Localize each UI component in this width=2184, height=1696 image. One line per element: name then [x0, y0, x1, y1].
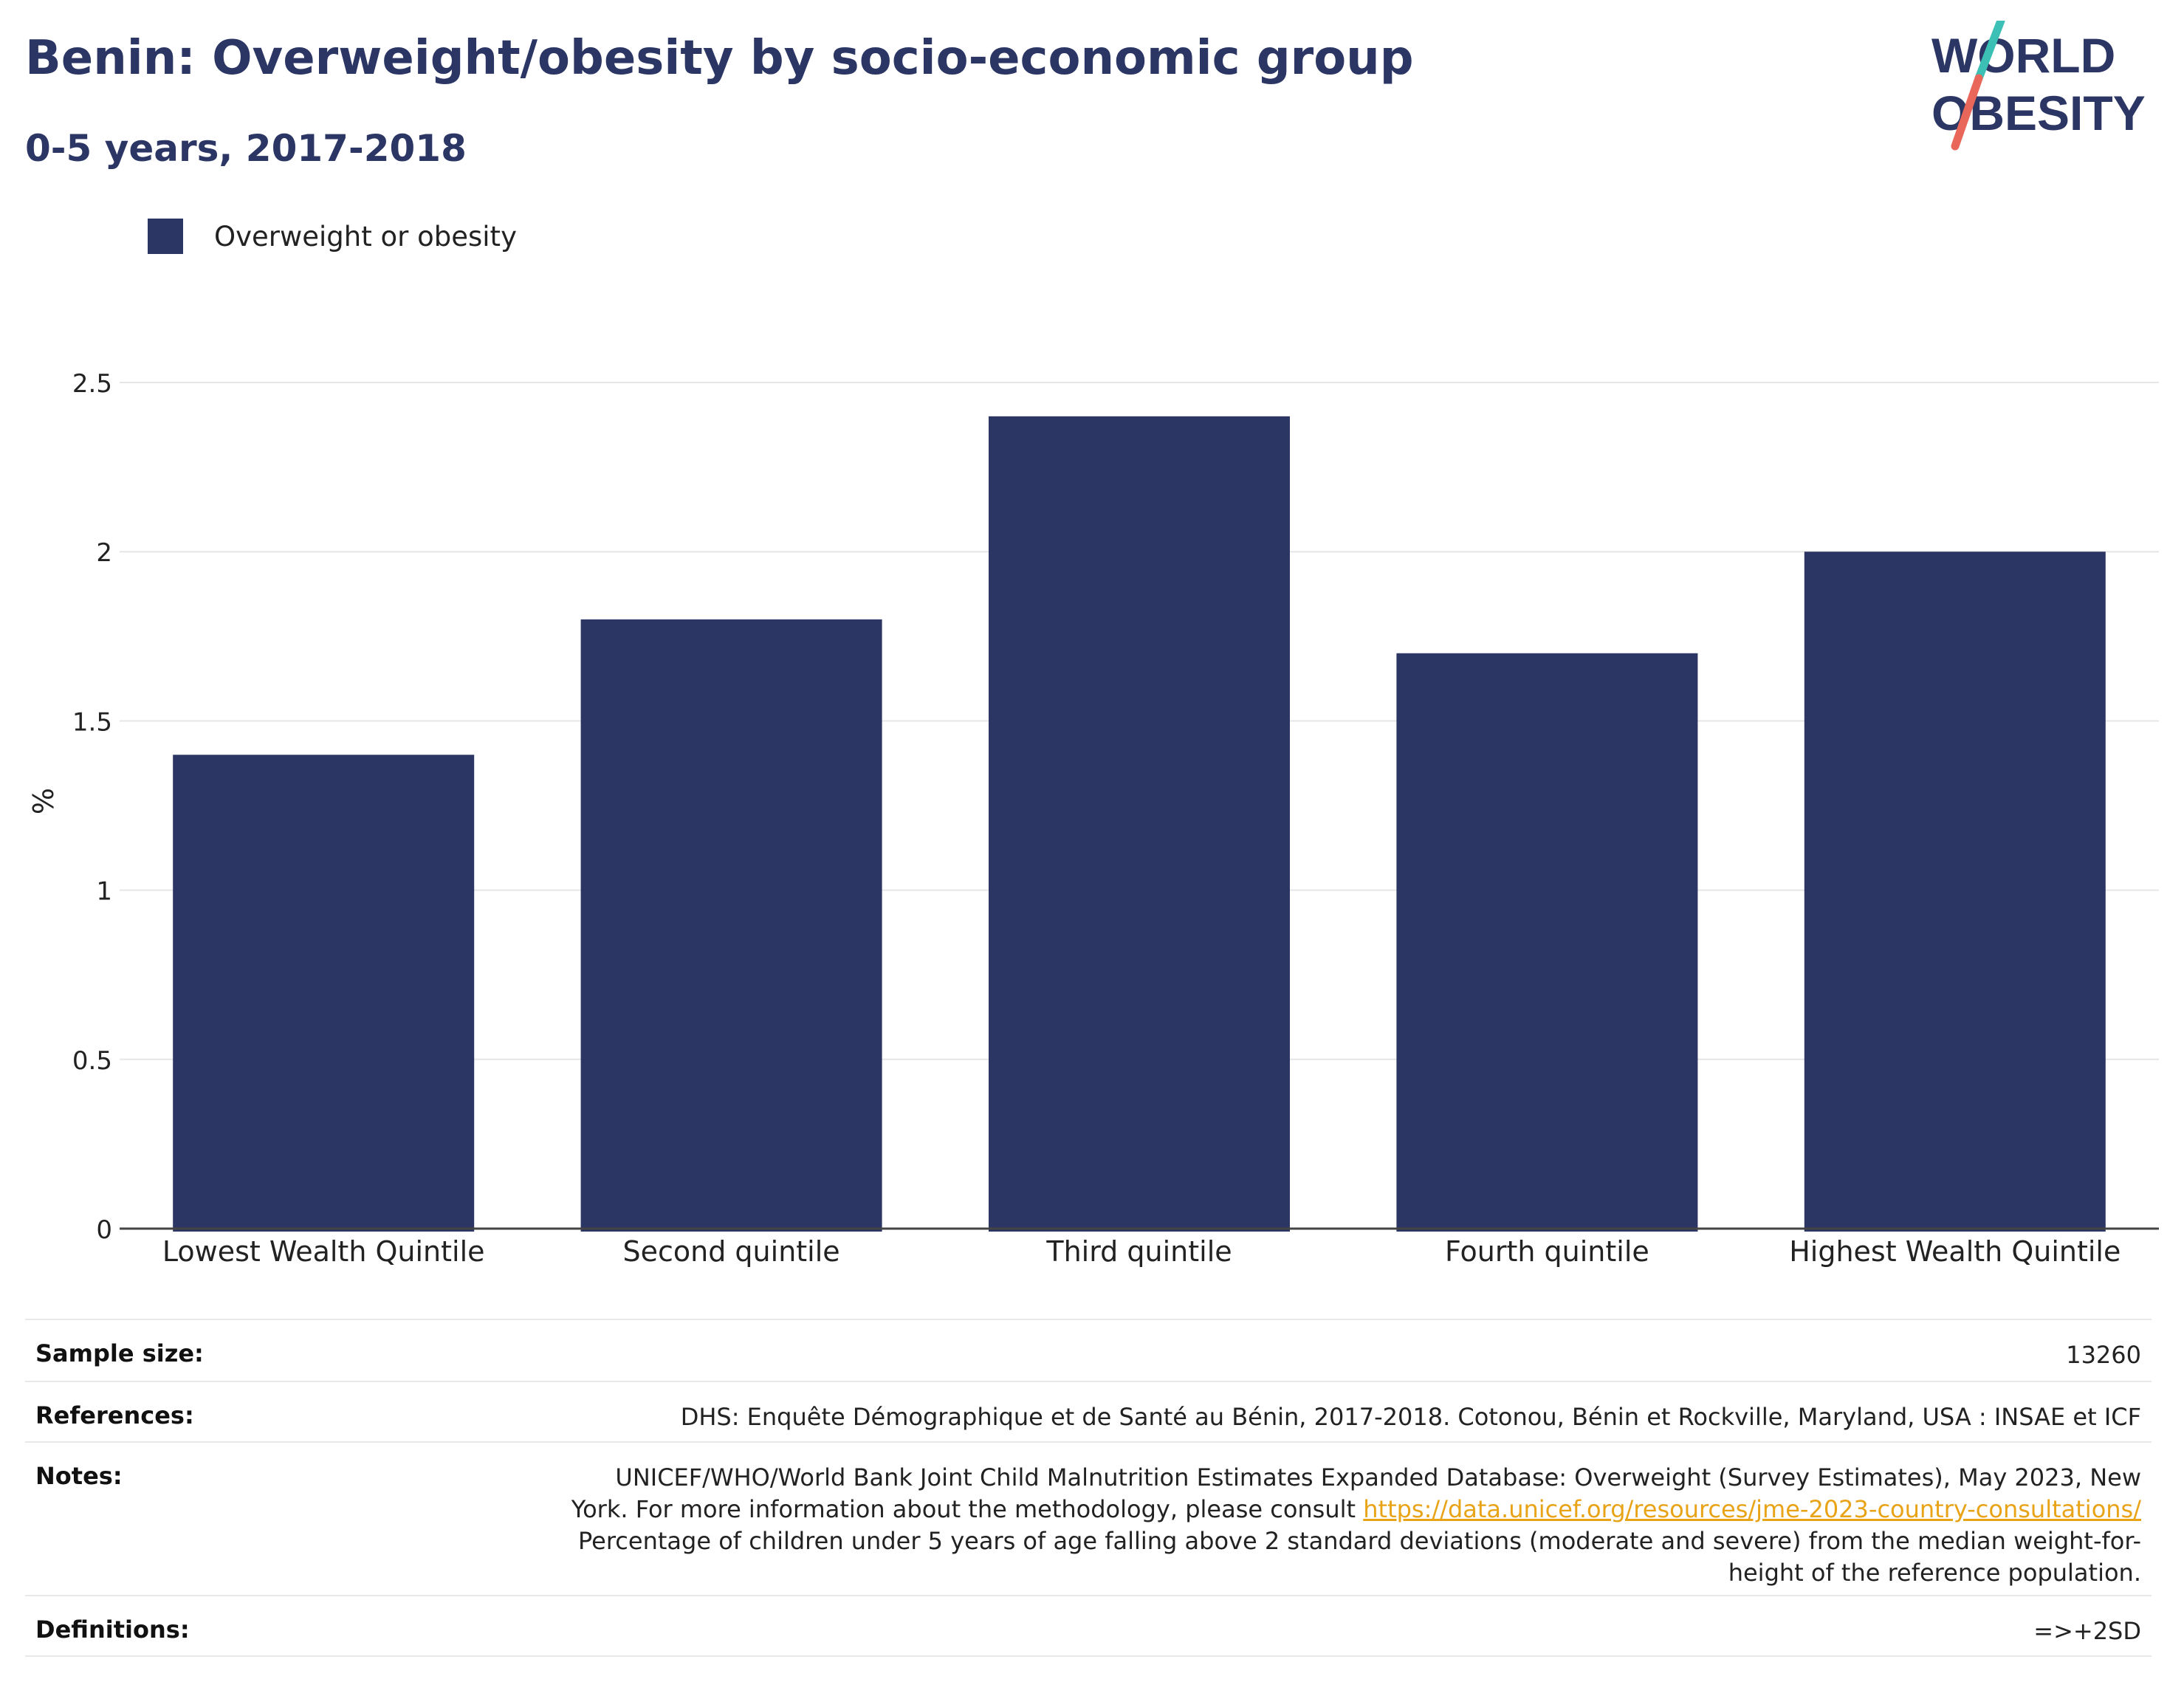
definitions-value: =>+2SD [2033, 1617, 2141, 1645]
notes-value: UNICEF/WHO/World Bank Joint Child Malnut… [554, 1462, 2141, 1589]
y-tick-label: 0.5 [72, 1046, 112, 1076]
bar [1804, 552, 2106, 1232]
x-tick-label: Third quintile [1045, 1235, 1232, 1268]
sample-size-label: Sample size: [35, 1339, 204, 1367]
bar [989, 416, 1290, 1232]
logo-slash-top [1974, 21, 2005, 83]
definitions-label: Definitions: [35, 1616, 190, 1644]
bar-chart: 0 0.5 1 1.5 2 2.5 Lowest Wealth Quintile Secon… [27, 369, 2159, 1268]
y-tick-label: 2 [96, 538, 112, 568]
info-table: Sample size: 13260 References: DHS: Enqu… [25, 1319, 2152, 1657]
x-tick-labels: Lowest Wealth Quintile Second quintile Thi… [162, 1235, 2121, 1268]
legend-label: Overweight or obesity [214, 220, 517, 253]
world-obesity-logo: WORLD OBESITY [1931, 21, 2146, 151]
logo-line1: WORLD [1931, 28, 2115, 83]
notes-text-after: Percentage of children under 5 years of … [578, 1527, 2141, 1587]
x-tick-label: Lowest Wealth Quintile [162, 1235, 485, 1268]
y-tick-label: 2.5 [72, 369, 112, 399]
y-tick-label: 1 [96, 877, 112, 907]
bar [580, 619, 882, 1232]
bars [173, 416, 2106, 1232]
notes-link[interactable]: https://data.unicef.org/resources/jme-20… [1363, 1495, 2141, 1523]
logo-slash-bottom [1951, 74, 1983, 151]
sample-size-value: 13260 [2066, 1341, 2141, 1369]
chart-legend: Overweight or obesity [148, 219, 517, 254]
notes-text-before: UNICEF/WHO/World Bank Joint Child Malnut… [571, 1463, 2141, 1523]
references-label: References: [35, 1401, 194, 1429]
y-tick-label: 1.5 [72, 707, 112, 737]
notes-label: Notes: [35, 1462, 123, 1490]
sample-size-row: Sample size: 13260 [25, 1319, 2152, 1381]
x-tick-label: Fourth quintile [1445, 1235, 1649, 1268]
page-subtitle: 0-5 years, 2017-2018 [25, 127, 467, 170]
x-tick-label: Second quintile [623, 1235, 840, 1268]
y-tick-labels: 0 0.5 1 1.5 2 2.5 [72, 369, 112, 1245]
y-axis-label: % [27, 788, 60, 814]
legend-swatch [148, 219, 183, 254]
bar [173, 755, 475, 1232]
notes-row: Notes: UNICEF/WHO/World Bank Joint Child… [25, 1441, 2152, 1595]
page-title: Benin: Overweight/obesity by socio-econo… [25, 31, 1414, 86]
references-value: DHS: Enquête Démographique et de Santé a… [680, 1403, 2141, 1431]
definitions-row: Definitions: =>+2SD [25, 1595, 2152, 1657]
x-tick-label: Highest Wealth Quintile [1789, 1235, 2121, 1268]
y-tick-label: 0 [96, 1215, 112, 1245]
bar [1396, 653, 1698, 1232]
references-row: References: DHS: Enquête Démographique e… [25, 1381, 2152, 1441]
